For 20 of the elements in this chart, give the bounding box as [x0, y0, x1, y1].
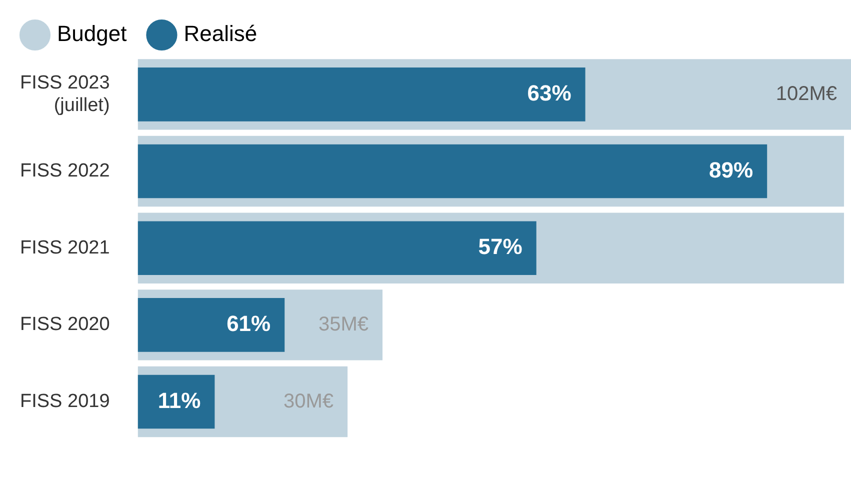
annotation: 61% [226, 311, 271, 336]
y-tick-label: FISS 2019 [20, 391, 110, 412]
y-tick-label: FISS 2023 (juillet) [20, 72, 110, 116]
bar [138, 68, 586, 122]
y-tick-label: FISS 2020 [20, 314, 110, 336]
legend-label: Realisé [184, 21, 258, 46]
data-label: 30M€ [284, 390, 334, 412]
annotation: 11% [158, 388, 201, 413]
bar [138, 144, 768, 198]
annotation: 57% [478, 234, 522, 260]
y-tick-label: FISS 2022 [20, 160, 110, 182]
annotation: 89% [709, 157, 754, 182]
data-label: 102M€ [776, 82, 837, 105]
bar [138, 221, 536, 275]
legend-label: Budget [57, 21, 127, 46]
y-tick-label: FISS 2021 [20, 237, 110, 258]
bar [138, 374, 215, 429]
bar [138, 298, 285, 352]
annotation: 63% [527, 80, 572, 106]
data-label: 35M€ [318, 313, 369, 336]
